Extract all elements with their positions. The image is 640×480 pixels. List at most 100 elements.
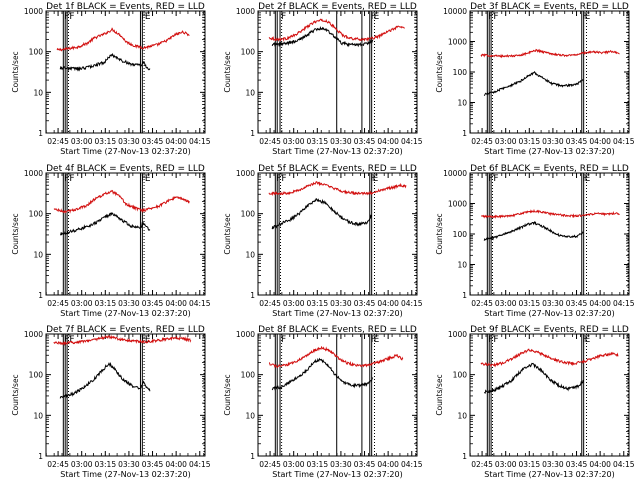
x-tick-label: 04:00 <box>165 460 187 469</box>
x-axis-label: Start Time (27-Nov-13 02:37:20) <box>272 470 402 479</box>
events-series-line <box>483 70 584 96</box>
flag-label: E <box>585 174 591 184</box>
x-tick-label: 03:15 <box>94 460 116 469</box>
lld-series-line <box>268 181 407 197</box>
y-tick-label: 1 <box>250 452 255 461</box>
flag-label: F <box>493 335 498 345</box>
y-axis-label: Counts/sec <box>223 374 232 415</box>
x-tick-label: 02:45 <box>471 299 493 308</box>
x-tick-label: 04:15 <box>189 460 211 469</box>
x-tick-label: 03:00 <box>495 299 517 308</box>
x-tick-label: 04:15 <box>401 137 423 146</box>
lld-series-line <box>481 208 620 219</box>
flag-label: E <box>374 12 380 22</box>
y-tick-label: 1 <box>38 291 43 300</box>
x-tick-label: 03:15 <box>94 137 116 146</box>
x-tick-label: 02:45 <box>259 460 281 469</box>
flag-label: E <box>374 335 380 345</box>
x-tick-label: 03:45 <box>354 460 376 469</box>
x-tick-label: 04:00 <box>377 137 399 146</box>
x-tick-label: 04:15 <box>613 299 635 308</box>
x-tick-label: 02:45 <box>259 137 281 146</box>
x-tick-label: 03:00 <box>71 299 93 308</box>
x-tick-label: 03:30 <box>330 137 352 146</box>
x-axis-label: Start Time (27-Nov-13 02:37:20) <box>484 147 614 156</box>
x-tick-label: 04:15 <box>401 460 423 469</box>
x-tick-label: 03:15 <box>306 137 328 146</box>
panel-title: Det 7f BLACK = Events, RED = LLD <box>46 325 205 335</box>
y-axis-label: Counts/sec <box>11 374 20 415</box>
x-tick-label: 02:45 <box>471 460 493 469</box>
flag-label: F <box>493 12 498 22</box>
panel-det-3: Det 3f BLACK = Events, RED = LLD 1 10 100 10… <box>435 2 635 156</box>
x-tick-label: 03:15 <box>306 299 328 308</box>
x-tick-label: 03:30 <box>118 137 140 146</box>
flag-label: F <box>370 174 375 184</box>
y-axis-label: Counts/sec <box>435 51 444 92</box>
y-tick-label: 1000 <box>236 169 255 178</box>
x-tick-label: 04:15 <box>613 137 635 146</box>
y-tick-label: 10 <box>33 88 43 97</box>
x-axis-label: Start Time (27-Nov-13 02:37:20) <box>272 309 402 318</box>
plot-frame <box>257 10 418 134</box>
y-tick-label: 10 <box>457 261 467 270</box>
plot-frame <box>45 333 206 457</box>
y-tick-label: 1000 <box>236 7 255 16</box>
x-tick-label: 03:15 <box>306 460 328 469</box>
x-tick-label: 03:00 <box>283 137 305 146</box>
y-tick-label: 100 <box>29 210 44 219</box>
x-tick-label: 03:45 <box>354 299 376 308</box>
flag-label: F <box>493 174 498 184</box>
y-axis-label: Counts/sec <box>223 51 232 92</box>
y-axis-label: Counts/sec <box>435 374 444 415</box>
x-tick-label: 03:45 <box>354 137 376 146</box>
flag-label: E <box>145 174 151 184</box>
x-tick-label: 03:00 <box>283 299 305 308</box>
flag-label: F <box>488 12 493 22</box>
x-tick-label: 04:15 <box>189 137 211 146</box>
flag-label: F <box>141 174 146 184</box>
lld-series-line <box>53 334 192 347</box>
x-tick-label: 02:45 <box>47 299 69 308</box>
flag-label: E <box>373 174 379 184</box>
panel-det-8: Det 8f BLACK = Events, RED = LLD 1 10 100 10… <box>223 325 423 479</box>
y-axis-label: Counts/sec <box>223 213 232 254</box>
y-axis-label: Counts/sec <box>11 213 20 254</box>
x-tick-label: 03:00 <box>283 460 305 469</box>
events-series-line <box>271 197 372 230</box>
lld-series-line <box>56 27 190 52</box>
y-tick-label: 10 <box>245 250 255 259</box>
flag-label: F <box>371 12 376 22</box>
panel-title: Det 3f BLACK = Events, RED = LLD <box>470 2 629 12</box>
x-tick-label: 03:30 <box>542 299 564 308</box>
panel-det-2: Det 2f BLACK = Events, RED = LLD 1 10 100 10… <box>223 2 423 156</box>
y-axis-label: Counts/sec <box>435 213 444 254</box>
x-tick-label: 03:45 <box>566 460 588 469</box>
y-axis-label: Counts/sec <box>11 51 20 92</box>
x-tick-label: 03:30 <box>330 460 352 469</box>
panel-det-7: Det 7f BLACK = Events, RED = LLD 1 10 100 10… <box>11 325 211 479</box>
x-tick-label: 02:45 <box>47 460 69 469</box>
flag-label: F <box>69 335 74 345</box>
y-tick-label: 10000 <box>443 7 467 16</box>
flag-label: E <box>145 12 151 22</box>
panel-title: Det 6f BLACK = Events, RED = LLD <box>470 164 629 174</box>
x-tick-label: 04:00 <box>377 299 399 308</box>
plot-frame <box>469 333 630 457</box>
flag-label: F <box>141 335 146 345</box>
x-tick-label: 04:00 <box>377 460 399 469</box>
flag-label: E <box>585 335 591 345</box>
plot-frame <box>469 172 630 296</box>
flag-label: F <box>488 174 493 184</box>
events-series-line <box>271 357 374 391</box>
flag-label: F <box>281 12 286 22</box>
flag-label: E <box>585 12 591 22</box>
y-tick-label: 10 <box>33 411 43 420</box>
y-tick-label: 1 <box>38 452 43 461</box>
y-tick-label: 10000 <box>443 169 467 178</box>
y-tick-label: 100 <box>453 68 468 77</box>
lld-series-line <box>269 345 404 369</box>
y-tick-label: 1000 <box>448 200 467 209</box>
x-tick-label: 03:00 <box>495 137 517 146</box>
x-tick-label: 03:45 <box>566 299 588 308</box>
